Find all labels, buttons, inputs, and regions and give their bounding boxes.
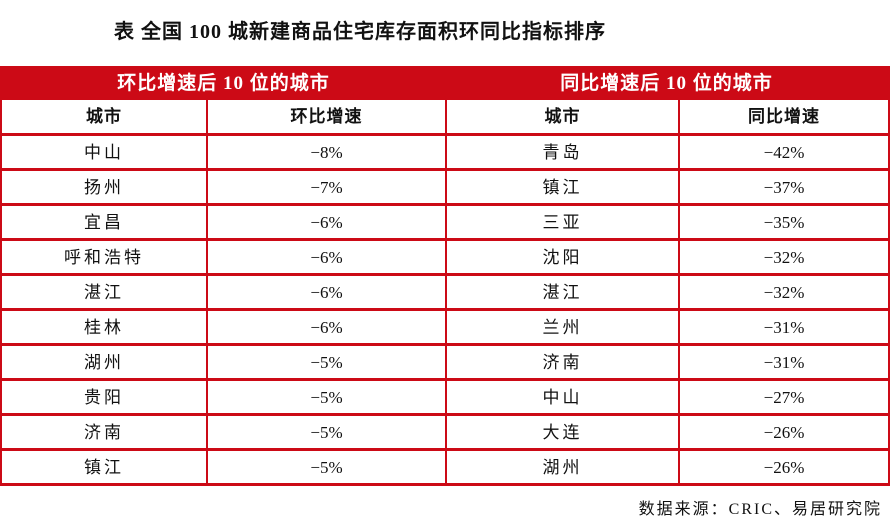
value-cell: −31% (680, 346, 888, 378)
data-source-note: 数据来源：CRIC、易居研究院 (638, 501, 882, 518)
city-cell: 济南 (447, 346, 678, 378)
band-right-label: 同比增速后 10 位的城市 (560, 73, 773, 94)
city-cell: 青岛 (447, 136, 678, 168)
city-cell: 湖州 (447, 451, 678, 483)
value-cell: −5% (208, 416, 445, 448)
value-cell: −31% (680, 311, 888, 343)
value-cell: −5% (208, 346, 445, 378)
value-cell: −7% (208, 171, 445, 203)
value-cell: −5% (208, 451, 445, 483)
city-cell: 湛江 (2, 276, 206, 308)
city-cell: 中山 (2, 136, 206, 168)
value-cell: −32% (680, 241, 888, 273)
city-cell: 镇江 (447, 171, 678, 203)
city-cell: 济南 (2, 416, 206, 448)
value-cell: −32% (680, 276, 888, 308)
city-cell: 呼和浩特 (2, 241, 206, 273)
city-cell: 大连 (447, 416, 678, 448)
city-cell: 湛江 (447, 276, 678, 308)
rank-table: 环比增速后 10 位的城市 同比增速后 10 位的城市 城市 环比增速 城市 同… (0, 66, 890, 486)
value-cell: −6% (208, 206, 445, 238)
value-cell: −6% (208, 311, 445, 343)
city-cell: 中山 (447, 381, 678, 413)
value-cell: −37% (680, 171, 888, 203)
city-cell: 沈阳 (447, 241, 678, 273)
city-cell: 贵阳 (2, 381, 206, 413)
value-cell: −26% (680, 451, 888, 483)
value-cell: −42% (680, 136, 888, 168)
value-cell: −8% (208, 136, 445, 168)
city-cell: 三亚 (447, 206, 678, 238)
value-cell: −5% (208, 381, 445, 413)
city-cell: 桂林 (2, 311, 206, 343)
city-cell: 扬州 (2, 171, 206, 203)
band-left-label: 环比增速后 10 位的城市 (117, 73, 330, 94)
col-header-yoy: 同比增速 (680, 100, 888, 133)
col-header-city-right: 城市 (447, 100, 678, 133)
value-cell: −27% (680, 381, 888, 413)
city-cell: 镇江 (2, 451, 206, 483)
table-band-header: 环比增速后 10 位的城市 同比增速后 10 位的城市 (2, 66, 888, 97)
city-cell: 宜昌 (2, 206, 206, 238)
city-cell: 兰州 (447, 311, 678, 343)
value-cell: −6% (208, 241, 445, 273)
col-header-city-left: 城市 (2, 100, 206, 133)
value-cell: −35% (680, 206, 888, 238)
value-cell: −6% (208, 276, 445, 308)
value-cell: −26% (680, 416, 888, 448)
col-header-mom: 环比增速 (208, 100, 445, 133)
table-title: 表 全国 100 城新建商品住宅库存面积环同比指标排序 (114, 21, 606, 43)
city-cell: 湖州 (2, 346, 206, 378)
